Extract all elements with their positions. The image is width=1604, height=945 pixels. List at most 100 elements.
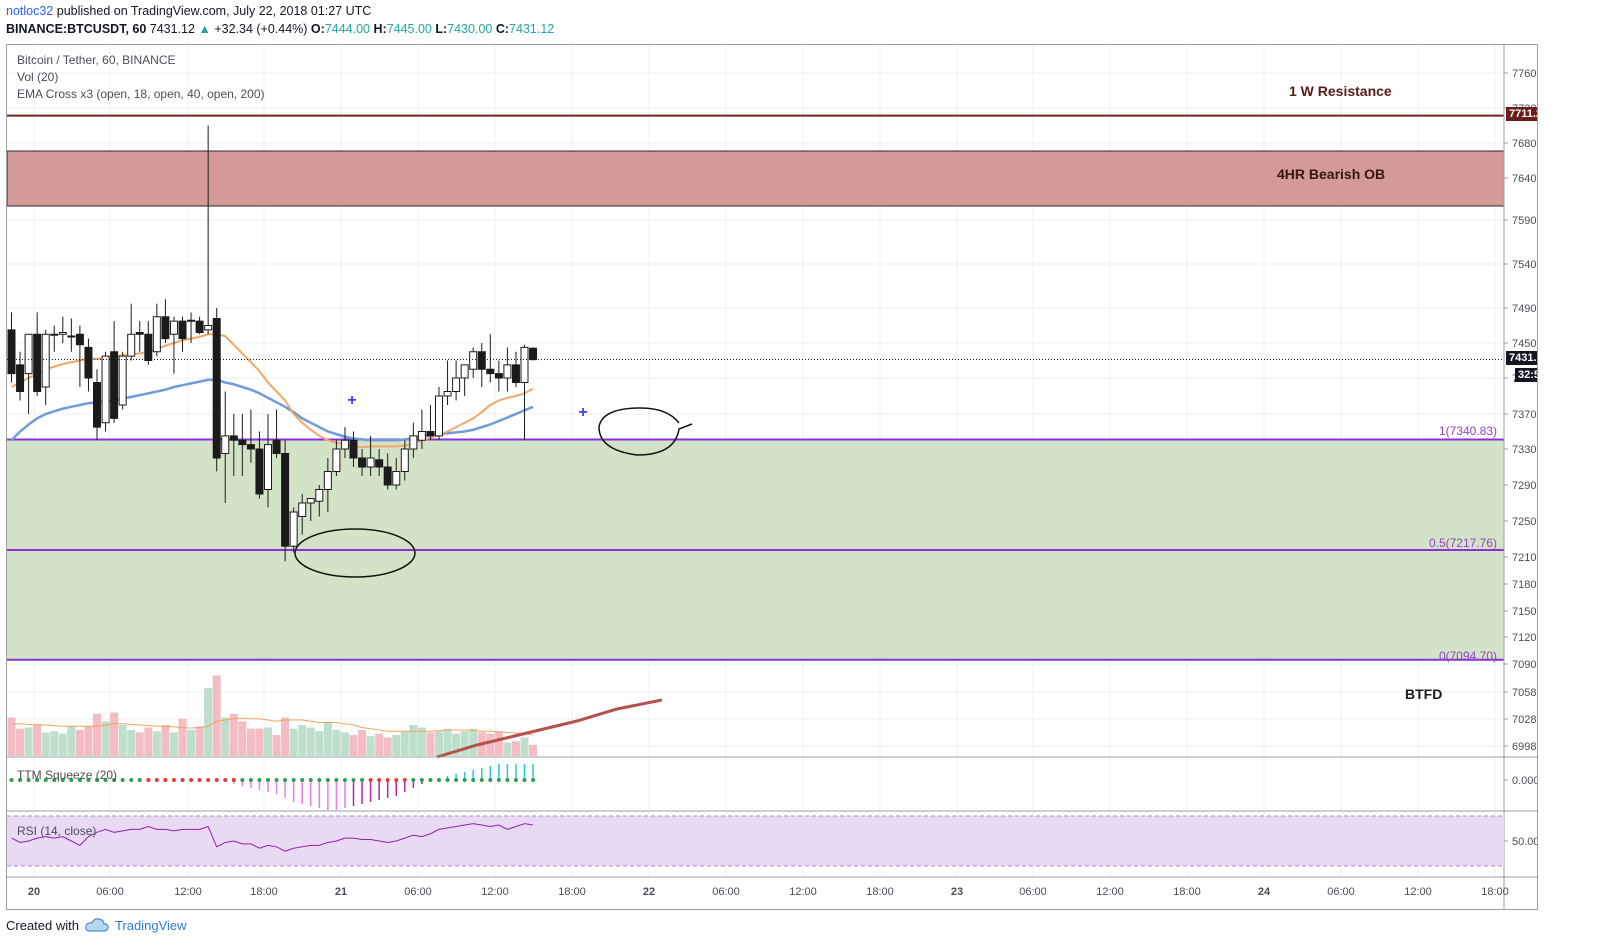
candle <box>358 449 367 476</box>
price-axis-label: 7640.00 <box>1512 173 1538 185</box>
ttm-squeeze-dot <box>513 778 518 782</box>
volume-bar <box>144 727 153 756</box>
candle <box>118 351 127 410</box>
candle-body <box>101 355 110 424</box>
ttm-squeeze-dot <box>496 778 501 782</box>
candle <box>315 485 324 517</box>
ttm-squeeze-dot <box>300 778 305 782</box>
volume-bar <box>41 732 50 756</box>
ttm-squeeze-dot <box>103 778 108 782</box>
price-axis-label: 7150.00 <box>1512 606 1538 618</box>
candle-body <box>75 333 84 346</box>
volume-bar <box>486 733 495 756</box>
candle <box>349 431 358 467</box>
candle <box>33 312 42 396</box>
candle <box>144 321 153 365</box>
candle-body <box>306 498 315 504</box>
candle <box>529 347 538 361</box>
tradingview-link[interactable]: TradingView <box>115 918 187 933</box>
publish-header: notloc32 published on TradingView.com, J… <box>0 0 1604 44</box>
ttm-squeeze-dot <box>86 778 91 782</box>
ttm-squeeze-dot <box>120 778 125 782</box>
ttm-squeeze-dot <box>171 778 176 782</box>
ttm-squeeze-dot <box>291 778 296 782</box>
volume-bar <box>101 721 110 756</box>
chart-frame[interactable]: ++7760.007720.007680.007640.007590.00754… <box>6 44 1538 910</box>
ttm-squeeze-dot <box>26 778 31 782</box>
ttm-squeeze-dot <box>43 778 48 782</box>
ttm-squeeze-dot <box>360 778 365 782</box>
ttm-squeeze-dot <box>137 778 142 782</box>
candle-body <box>520 346 529 383</box>
volume-bar <box>204 687 213 756</box>
candle <box>229 414 238 476</box>
candle-body <box>33 333 42 392</box>
ttm-squeeze-dot <box>240 778 245 782</box>
volume-legend: Vol (20) <box>17 70 59 84</box>
ttm-squeeze-dot <box>95 778 99 782</box>
ttm-squeeze-dot <box>462 778 467 782</box>
ttm-squeeze-dot <box>488 778 493 782</box>
candle-body <box>195 320 204 333</box>
candle <box>409 422 418 458</box>
close-value: 7431.12 <box>509 22 555 36</box>
candle <box>58 316 67 343</box>
volume-bar <box>340 732 349 756</box>
candle <box>443 360 452 405</box>
volume-bar <box>332 729 341 756</box>
price-axis-label: 7490.00 <box>1512 303 1538 315</box>
price-axis-label: 7540.00 <box>1512 259 1538 271</box>
fib-level-0-label: 0(7094.70) <box>1438 649 1497 663</box>
ttm-squeeze-dot <box>437 778 441 782</box>
candle-body <box>7 329 16 375</box>
candle <box>135 321 144 352</box>
volume-bar <box>323 722 332 756</box>
candle <box>238 414 247 476</box>
volume-bar <box>161 725 170 756</box>
change-up-icon: ▲ <box>198 22 211 36</box>
ttm-squeeze-dot <box>351 778 356 782</box>
volume-bar <box>58 733 67 756</box>
ttm-squeeze-dot <box>60 778 65 782</box>
price-axis-label: 7120.00 <box>1512 632 1538 644</box>
volume-bar <box>152 731 161 756</box>
candle-body <box>426 431 435 437</box>
ttm-squeeze-dot <box>522 778 527 782</box>
candle <box>306 498 315 521</box>
candle <box>187 312 196 343</box>
chart-legend-title: Bitcoin / Tether, 60, BINANCE <box>17 53 176 67</box>
volume-bar <box>281 717 290 756</box>
candle <box>503 347 512 392</box>
candle <box>246 409 255 463</box>
price-axis-label: 7450.00 <box>1512 338 1538 350</box>
price-axis-label: 6998.00 <box>1512 741 1538 753</box>
low-label: L: <box>435 22 448 36</box>
ttm-squeeze-legend: TTM Squeeze (20) <box>17 768 118 782</box>
time-axis-label: 24 <box>1258 886 1271 898</box>
created-with-text: Created with <box>6 918 79 933</box>
price-axis-label: 7210.00 <box>1512 552 1538 564</box>
candle <box>289 507 298 553</box>
ttm-squeeze-dot <box>214 778 219 782</box>
time-axis-label: 18:00 <box>250 886 278 898</box>
ttm-squeeze-dot <box>428 778 433 782</box>
candle-body <box>511 364 520 383</box>
candle-body <box>443 391 452 397</box>
candle-body <box>340 439 349 450</box>
ttm-squeeze-dot <box>377 778 382 782</box>
btfd-label: BTFD <box>1405 686 1443 702</box>
volume-bar <box>392 734 401 756</box>
ttm-squeeze-dot <box>317 778 322 782</box>
candle <box>281 440 290 562</box>
chart-canvas[interactable]: ++7760.007720.007680.007640.007590.00754… <box>7 45 1538 910</box>
candle <box>195 316 204 335</box>
author-link[interactable]: notloc32 <box>6 4 54 18</box>
candle-body <box>41 333 50 388</box>
candle-body <box>529 347 538 361</box>
volume-bar <box>229 713 238 756</box>
rsi-line <box>11 823 534 852</box>
time-axis-label: 12:00 <box>174 886 202 898</box>
candle-body <box>486 368 495 375</box>
candle-body <box>392 471 401 486</box>
ttm-squeeze-dot <box>454 778 459 782</box>
